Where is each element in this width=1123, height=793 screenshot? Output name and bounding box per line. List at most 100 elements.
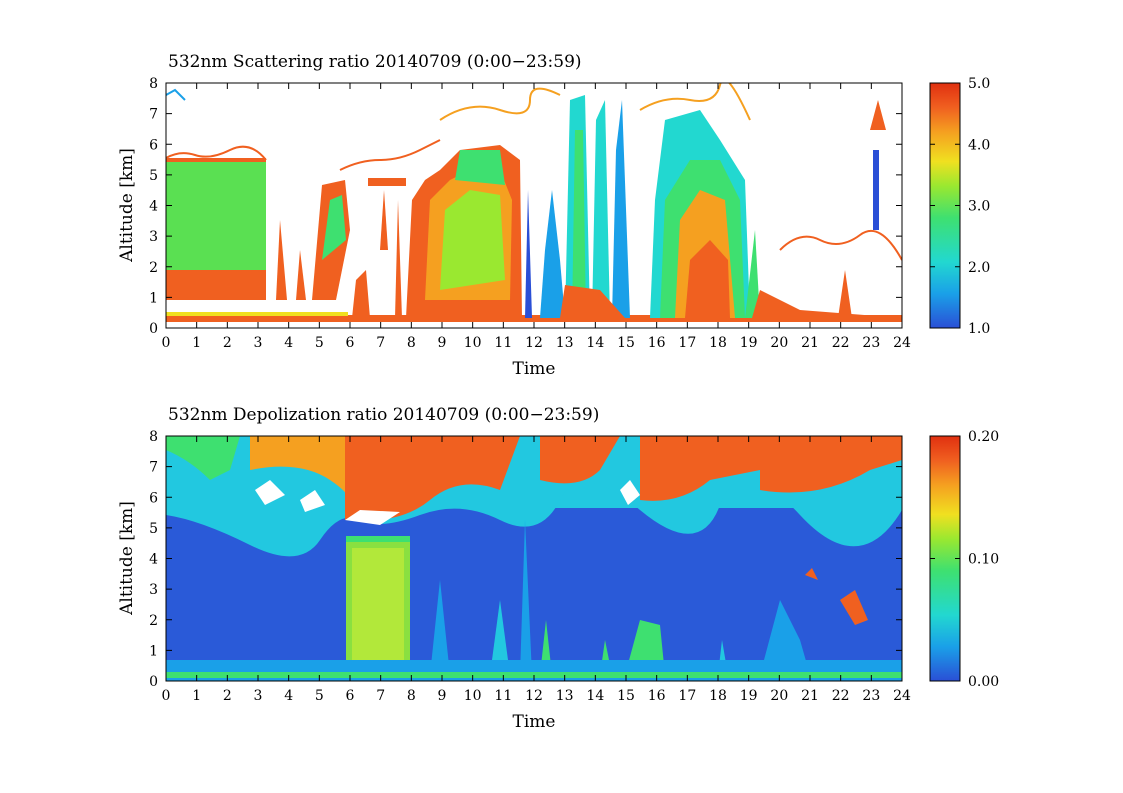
- x-tick-label: 4: [284, 688, 293, 704]
- x-tick-label: 7: [376, 688, 385, 704]
- x-tick-label: 2: [223, 688, 232, 704]
- x-tick-label: 3: [254, 335, 263, 351]
- heatmap-contour: [339, 139, 441, 171]
- x-tick-label: 13: [556, 688, 574, 704]
- heatmap-region: [300, 490, 325, 512]
- x-tick-label: 23: [862, 335, 880, 351]
- axes: 0 1 2 3 4 5 6 7 8 9 10 11 12 13 14 15 16 17 18 19 20 21 22 23 24…: [149, 429, 911, 704]
- heatmap-region: [540, 190, 565, 318]
- colorbar-tick-label: 0.20: [968, 429, 999, 445]
- heatmap-region: [540, 436, 620, 484]
- chart-title: 532nm Depolization ratio 20140709 (0:00−…: [168, 405, 599, 425]
- colorbar-tick-label: 0.00: [968, 674, 999, 690]
- x-tick-label: 11: [494, 688, 512, 704]
- heatmap-region: [685, 240, 730, 318]
- colorbar-tick-label: 1.0: [968, 321, 990, 337]
- heatmap-region: [745, 230, 760, 318]
- x-tick-label: 16: [648, 335, 666, 351]
- heatmap-region: [873, 150, 879, 230]
- x-axis-label: Time: [513, 359, 556, 379]
- y-tick-label: 0: [149, 674, 158, 690]
- heatmap-region: [440, 190, 505, 290]
- x-tick-label: 24: [893, 688, 911, 704]
- x-tick-label: 6: [346, 335, 355, 351]
- x-tick-label: 1: [192, 335, 201, 351]
- heatmap-region: [166, 160, 266, 280]
- y-tick-label: 1: [149, 643, 158, 659]
- y-tick-label: 0: [149, 321, 158, 337]
- x-tick-label: 17: [678, 335, 696, 351]
- y-axis-label: Altitude [km]: [117, 148, 137, 263]
- heatmap-contour: [779, 229, 902, 261]
- heatmap-region: [840, 590, 868, 625]
- heatmap-region: [346, 536, 410, 542]
- y-tick-label: 3: [149, 582, 158, 598]
- x-tick-label: 19: [740, 688, 758, 704]
- y-tick-label: 7: [149, 460, 158, 476]
- x-tick-label: 12: [525, 335, 543, 351]
- heatmap-region: [838, 270, 852, 318]
- x-tick-label: 5: [315, 688, 324, 704]
- x-tick-label: 14: [586, 335, 604, 351]
- x-tick-label: 14: [586, 688, 604, 704]
- x-tick-label: 1: [192, 688, 201, 704]
- colorbar-tick-label: 4.0: [968, 137, 990, 153]
- colorbar-tick-label: 5.0: [968, 76, 990, 92]
- heatmap-region: [490, 600, 510, 675]
- heatmap-region: [612, 100, 630, 318]
- heatmap-contour: [439, 87, 561, 121]
- x-tick-label: 5: [315, 335, 324, 351]
- x-tick-label: 9: [438, 335, 447, 351]
- y-tick-label: 2: [149, 260, 158, 276]
- y-tick-label: 3: [149, 229, 158, 245]
- heatmap-region: [255, 480, 285, 505]
- colorbar-tick-label: 3.0: [968, 199, 990, 215]
- colorbar-tick-label: 2.0: [968, 260, 990, 276]
- x-tick-label: 22: [832, 688, 850, 704]
- y-tick-label: 6: [149, 137, 158, 153]
- heatmap-region: [525, 190, 532, 318]
- colorbar-tick-label: 0.10: [968, 552, 999, 568]
- heatmap-region: [345, 436, 520, 521]
- heatmap-region: [870, 100, 886, 130]
- x-tick-label: 18: [709, 335, 727, 351]
- x-tick-label: 13: [556, 335, 574, 351]
- x-tick-label: 19: [740, 335, 758, 351]
- x-tick-label: 17: [678, 688, 696, 704]
- heatmap-region: [368, 178, 406, 186]
- y-tick-label: 8: [149, 429, 158, 445]
- y-tick-label: 6: [149, 490, 158, 506]
- heatmap-region: [380, 190, 388, 250]
- heatmap-region: [760, 436, 902, 493]
- heatmap-region: [760, 600, 810, 675]
- x-tick-label: 2: [223, 335, 232, 351]
- heatmap-region: [322, 195, 346, 260]
- heatmap-region: [166, 270, 266, 300]
- x-tick-label: 21: [801, 688, 819, 704]
- x-tick-label: 23: [862, 688, 880, 704]
- heatmap-region: [572, 130, 586, 318]
- y-tick-label: 5: [149, 521, 158, 537]
- x-tick-label: 6: [346, 688, 355, 704]
- x-tick-label: 7: [376, 335, 385, 351]
- x-tick-label: 9: [438, 688, 447, 704]
- x-axis-label: Time: [513, 712, 556, 732]
- x-tick-label: 10: [464, 335, 482, 351]
- heatmap-region: [640, 436, 760, 501]
- heatmap-region: [166, 436, 240, 480]
- heatmap-region: [352, 548, 404, 673]
- x-tick-label: 22: [832, 335, 850, 351]
- x-tick-label: 11: [494, 335, 512, 351]
- x-tick-label: 16: [648, 688, 666, 704]
- x-tick-label: 8: [407, 335, 416, 351]
- heatmap-region: [455, 150, 505, 185]
- x-tick-label: 8: [407, 688, 416, 704]
- axes: 0 1 2 3 4 5 6 7 8 9 10 11 12 13 14 15 16 17 18 19 20 21 22 23 24…: [149, 76, 911, 351]
- x-tick-label: 0: [162, 688, 171, 704]
- x-tick-label: 20: [770, 688, 788, 704]
- y-tick-label: 8: [149, 76, 158, 92]
- y-tick-label: 4: [149, 199, 158, 215]
- heatmap-depolarization: [166, 436, 902, 681]
- heatmap-region: [430, 580, 450, 675]
- x-tick-label: 15: [617, 688, 635, 704]
